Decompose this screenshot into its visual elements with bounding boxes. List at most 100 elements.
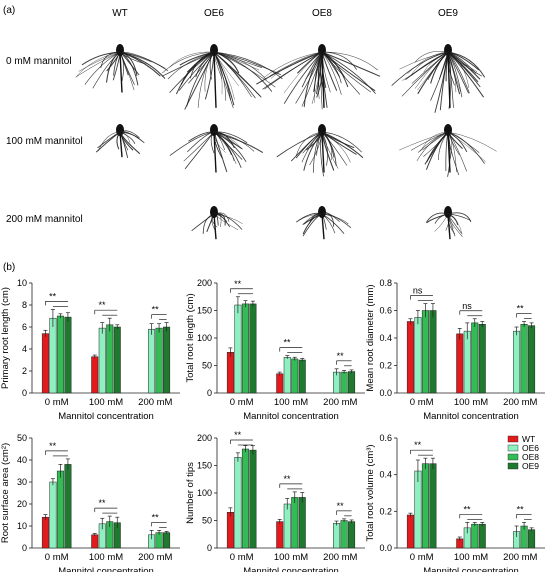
root-strand — [213, 51, 256, 99]
root-system-image — [169, 124, 264, 173]
root-strand — [213, 131, 228, 173]
bar — [456, 333, 464, 394]
root-strand — [301, 51, 323, 107]
y-tick-label: 2 — [22, 366, 27, 376]
panel-a: (a) WT OE6 OE8 OE9 0 mM mannitol 100 mM mann… — [3, 5, 497, 240]
condition-labels: 0 mM mannitol 100 mM mannitol 200 mM manni… — [6, 56, 83, 225]
primary-root — [447, 213, 451, 240]
bar-chart: 0 2 4 6 8 10 Primary root length (cm) Mannitol … — [0, 278, 180, 422]
y-tick-label: 0.4 — [379, 470, 392, 480]
primary-root — [213, 213, 217, 240]
root-strand — [321, 51, 349, 88]
root-strand — [270, 51, 323, 79]
root-strand — [414, 50, 449, 63]
significance-label: ** — [49, 441, 57, 451]
root-strand — [119, 51, 139, 86]
root-strand — [447, 213, 463, 235]
root-strand — [424, 131, 449, 165]
root-strand — [119, 51, 166, 69]
bar — [56, 315, 64, 394]
root-strand — [119, 51, 161, 77]
x-category-label: 100 mM — [274, 552, 308, 563]
bar — [155, 532, 163, 549]
root-strand — [256, 51, 323, 85]
root-strand — [184, 51, 215, 110]
genotype-header: OE8 — [312, 8, 332, 19]
primary-root — [213, 131, 217, 173]
root-system-image — [256, 44, 381, 110]
bar — [276, 521, 284, 549]
x-category-label: 0 mM — [410, 397, 434, 408]
root-strand — [112, 51, 121, 81]
y-tick-label: 150 — [197, 306, 212, 316]
bar — [64, 316, 72, 394]
y-tick-label: 10 — [17, 521, 27, 531]
bar — [241, 448, 249, 549]
bar — [226, 352, 234, 394]
genotype-header: OE9 — [438, 8, 458, 19]
condition-label: 100 mM mannitol — [6, 136, 83, 147]
root-strand — [81, 51, 121, 66]
bar — [471, 322, 479, 394]
significance-label: ns — [413, 286, 423, 296]
x-axis-label: Mannitol concentration — [423, 566, 519, 572]
bar — [64, 464, 72, 549]
significance-label: ** — [49, 291, 57, 301]
x-category-label: 200 mM — [323, 397, 357, 408]
bar — [249, 303, 257, 394]
root-strand — [195, 51, 215, 78]
y-axis-label: Total root volume (cm³) — [365, 444, 376, 541]
bar — [283, 357, 291, 394]
bar — [155, 327, 163, 394]
root-system-image — [399, 124, 497, 177]
root-strand — [391, 51, 449, 86]
y-axis-label: Number of tips — [185, 462, 196, 524]
root-strand — [283, 51, 323, 104]
y-tick-label: 30 — [17, 477, 27, 487]
bar — [333, 523, 341, 549]
significance-label: ** — [152, 512, 160, 522]
significance-label: ** — [152, 305, 160, 315]
root-strand — [119, 130, 140, 139]
root-strand — [213, 51, 252, 98]
bar — [91, 534, 99, 549]
root-strand — [399, 131, 449, 151]
genotype-header: OE6 — [204, 8, 224, 19]
bar — [241, 303, 249, 394]
y-tick-label: 10 — [17, 278, 27, 288]
y-tick-label: 8 — [22, 300, 27, 310]
x-category-label: 200 mM — [138, 552, 172, 563]
root-strand — [213, 213, 243, 230]
root-strand — [119, 131, 136, 145]
legend-swatch — [507, 444, 519, 452]
x-category-label: 100 mM — [454, 397, 488, 408]
legend-swatch — [507, 453, 519, 461]
y-tick-label: 4 — [22, 344, 27, 354]
bar — [298, 497, 306, 549]
significance-label: ** — [98, 300, 106, 310]
root-strand — [434, 213, 449, 232]
bar — [340, 371, 348, 394]
root-strand — [184, 131, 215, 170]
x-category-label: 0 mM — [230, 397, 254, 408]
root-system-image — [276, 124, 364, 177]
root-strand — [119, 131, 145, 144]
genotype-headers: WT OE6 OE8 OE9 — [112, 8, 458, 19]
bar — [513, 330, 521, 394]
y-tick-label: 0 — [207, 543, 212, 553]
root-system-image — [426, 206, 472, 240]
bar — [41, 333, 49, 394]
root-strand — [213, 131, 233, 156]
root-strand — [283, 51, 323, 94]
bar — [528, 325, 536, 394]
bar — [106, 324, 114, 394]
significance-label: ** — [414, 440, 422, 450]
root-strand — [119, 51, 124, 81]
significance-label: ** — [517, 304, 525, 314]
root-strand — [97, 131, 121, 152]
root-strand — [302, 131, 323, 154]
legend-label: OE8 — [522, 452, 539, 462]
panel-b: (b) 0 2 4 6 8 10 Primary root length (cm) Manni… — [0, 262, 545, 572]
significance-label: ** — [283, 338, 291, 348]
